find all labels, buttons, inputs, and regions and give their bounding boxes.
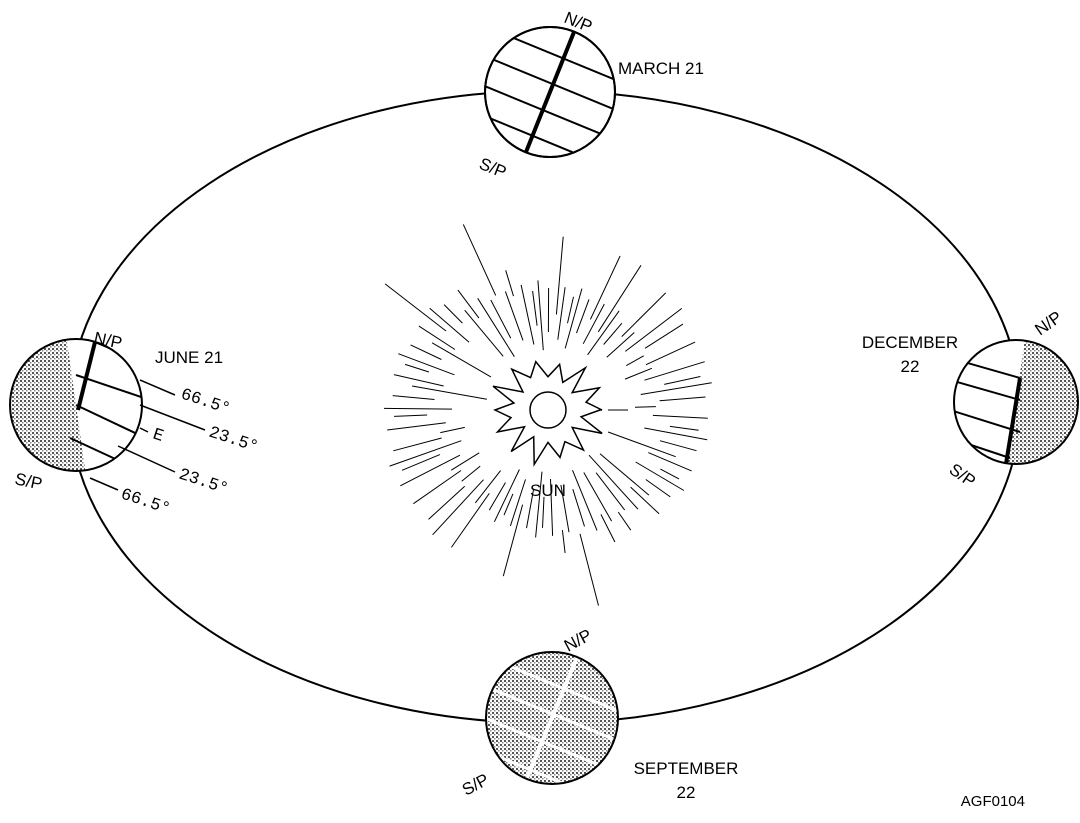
sun-ray bbox=[465, 310, 504, 356]
sun-ray bbox=[506, 270, 514, 296]
sun-ray bbox=[412, 386, 487, 399]
sun-ray bbox=[510, 479, 525, 526]
sun-ray bbox=[577, 299, 590, 333]
sun-ray bbox=[503, 505, 522, 576]
south-pole-label: S/P bbox=[459, 770, 492, 800]
sun-ray bbox=[393, 396, 435, 400]
earth-september bbox=[470, 650, 640, 815]
sun-ray bbox=[390, 441, 462, 466]
latitude-label: 66.5° bbox=[178, 386, 232, 420]
sun-ray bbox=[489, 483, 505, 511]
sun-ray bbox=[660, 441, 697, 451]
sun-ray bbox=[538, 280, 543, 350]
sun-ray bbox=[429, 486, 465, 519]
sun-ray bbox=[646, 480, 671, 497]
date-label: SEPTEMBER bbox=[634, 759, 739, 778]
figure-id: AGF0104 bbox=[961, 793, 1025, 810]
sun-ray bbox=[393, 438, 441, 451]
sun-ray bbox=[664, 377, 700, 385]
sun-ray bbox=[626, 356, 643, 366]
sun-ray bbox=[608, 432, 676, 457]
sun-ray bbox=[405, 364, 429, 372]
south-pole-label: S/P bbox=[477, 154, 510, 182]
sun-ray bbox=[635, 407, 656, 408]
south-pole-label: S/P bbox=[13, 469, 44, 493]
sun-ray bbox=[589, 455, 638, 509]
sun-ray bbox=[491, 300, 511, 338]
sun-ray bbox=[462, 466, 481, 481]
latitude-label: 23.5° bbox=[176, 466, 230, 500]
sun-ray bbox=[411, 345, 442, 360]
sun-ray bbox=[444, 305, 462, 324]
sun-ray bbox=[648, 453, 691, 471]
sun-ray bbox=[660, 469, 679, 479]
date-label: JUNE 21 bbox=[155, 348, 223, 367]
sun-ray bbox=[385, 284, 446, 331]
sun-ray bbox=[670, 426, 699, 430]
sun-ray bbox=[387, 423, 446, 430]
date-label: MARCH 21 bbox=[618, 59, 704, 78]
date-label: DECEMBER bbox=[862, 333, 958, 352]
sun-ray bbox=[432, 343, 491, 377]
sun-ray bbox=[598, 265, 641, 332]
sun-ray bbox=[400, 455, 460, 486]
sun-ray bbox=[558, 287, 565, 340]
sun-ray bbox=[604, 323, 622, 344]
sun-ray bbox=[451, 493, 489, 547]
latitude-label: 23.5° bbox=[206, 424, 260, 458]
sun-ray bbox=[646, 342, 695, 365]
sun-ray bbox=[660, 397, 706, 401]
sun-ray bbox=[521, 285, 534, 345]
sun-ray bbox=[440, 427, 465, 432]
sun-ray bbox=[568, 297, 574, 323]
sun-ray bbox=[588, 311, 620, 355]
date-label: 22 bbox=[901, 357, 920, 376]
latitude-label: E bbox=[150, 426, 166, 447]
sun-ray bbox=[533, 291, 538, 326]
sun-ray bbox=[636, 462, 684, 491]
south-pole-label: S/P bbox=[946, 460, 979, 491]
sun-ray bbox=[451, 453, 479, 470]
north-pole-label: N/P bbox=[561, 625, 595, 655]
sun-label: SUN bbox=[530, 481, 566, 500]
date-label: 22 bbox=[677, 783, 696, 802]
sun-ray bbox=[463, 224, 495, 295]
sun-ray bbox=[543, 497, 545, 528]
sun-ray bbox=[645, 324, 683, 348]
north-pole-label: N/P bbox=[1031, 307, 1065, 339]
sun-ray bbox=[433, 480, 484, 535]
sun-ray bbox=[622, 293, 666, 337]
earth-march bbox=[470, 20, 640, 210]
sun-ray bbox=[601, 514, 615, 542]
sun-ray bbox=[504, 494, 513, 515]
sun-ray bbox=[556, 237, 563, 315]
sun-ray bbox=[580, 534, 599, 606]
sun-ray bbox=[583, 304, 604, 344]
sun-ray bbox=[584, 473, 612, 522]
sun-ray bbox=[600, 454, 649, 495]
sun-ray bbox=[394, 415, 427, 416]
sun-ray bbox=[641, 383, 712, 395]
sun-ray bbox=[590, 256, 620, 319]
sun-ray bbox=[394, 375, 444, 386]
sun-ray bbox=[625, 368, 652, 379]
sun bbox=[493, 362, 602, 465]
sun-ray bbox=[384, 408, 452, 409]
latitude-label: 66.5° bbox=[118, 486, 172, 520]
sun-ray bbox=[653, 415, 708, 418]
sun-ray bbox=[618, 512, 631, 530]
sun-ray bbox=[562, 530, 565, 553]
